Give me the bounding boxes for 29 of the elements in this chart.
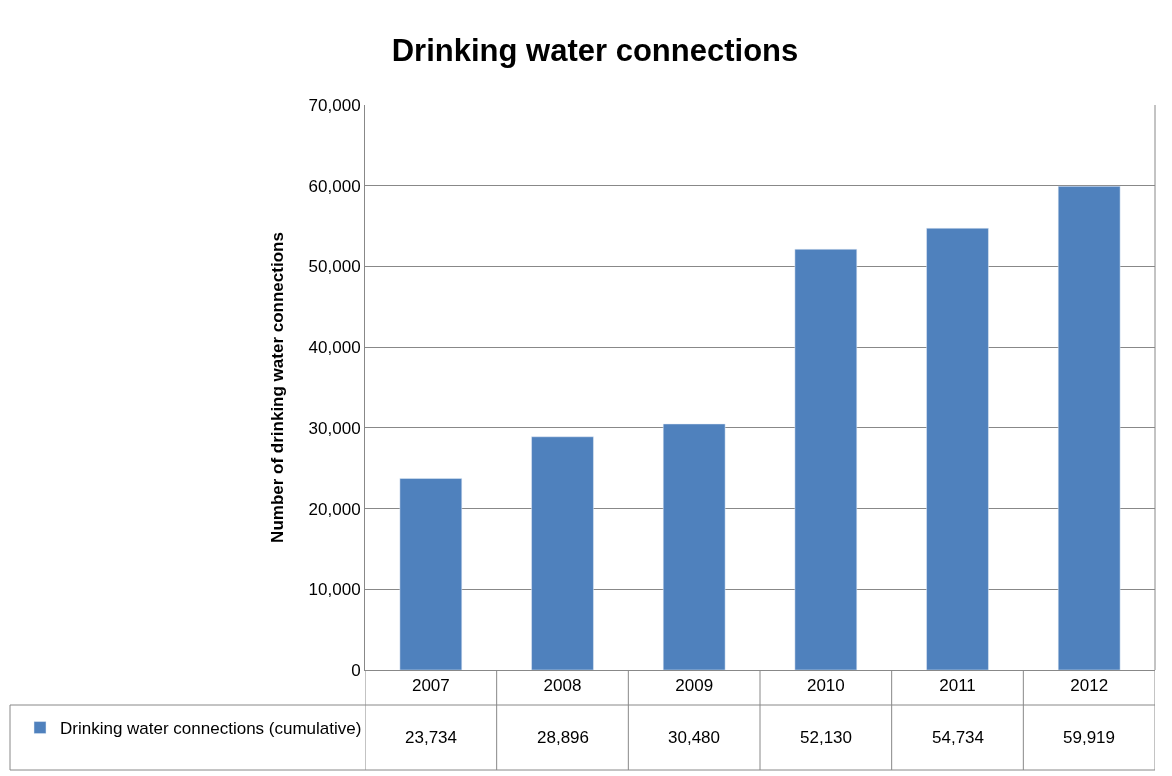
bar	[662, 423, 726, 670]
data-label: 59,919	[1063, 728, 1115, 747]
y-tick-label: 60,000	[308, 176, 361, 196]
x-tick-label: 2009	[675, 676, 714, 696]
y-tick-label: 30,000	[308, 418, 361, 438]
y-tick-label: 40,000	[308, 338, 361, 358]
data-label: 54,734	[932, 728, 984, 747]
bar	[399, 478, 463, 670]
y-axis-title: Number of drinking water connections	[268, 232, 288, 543]
x-tick-label: 2010	[806, 676, 845, 696]
bar	[926, 227, 989, 670]
x-tick-label: 2012	[1070, 676, 1109, 696]
y-tick-label: 10,000	[308, 580, 361, 600]
y-tick-label: 20,000	[308, 499, 361, 519]
y-tick-label: 0	[351, 660, 361, 680]
legend-label: Drinking water connections (cumulative)	[60, 719, 362, 739]
x-tick-label: 2007	[411, 676, 450, 696]
data-label: 30,480	[668, 728, 720, 747]
chart-title: Drinking water connections	[391, 32, 799, 68]
data-label: 28,896	[537, 728, 589, 747]
data-label: 23,734	[405, 728, 457, 747]
bar	[794, 248, 858, 670]
bar	[1057, 186, 1121, 670]
y-tick-label: 50,000	[308, 257, 361, 277]
x-tick-label: 2011	[939, 676, 976, 696]
bar	[531, 436, 594, 670]
y-tick-label: 70,000	[308, 95, 361, 115]
data-label: 52,130	[800, 728, 852, 747]
x-tick-label: 2008	[543, 676, 582, 696]
